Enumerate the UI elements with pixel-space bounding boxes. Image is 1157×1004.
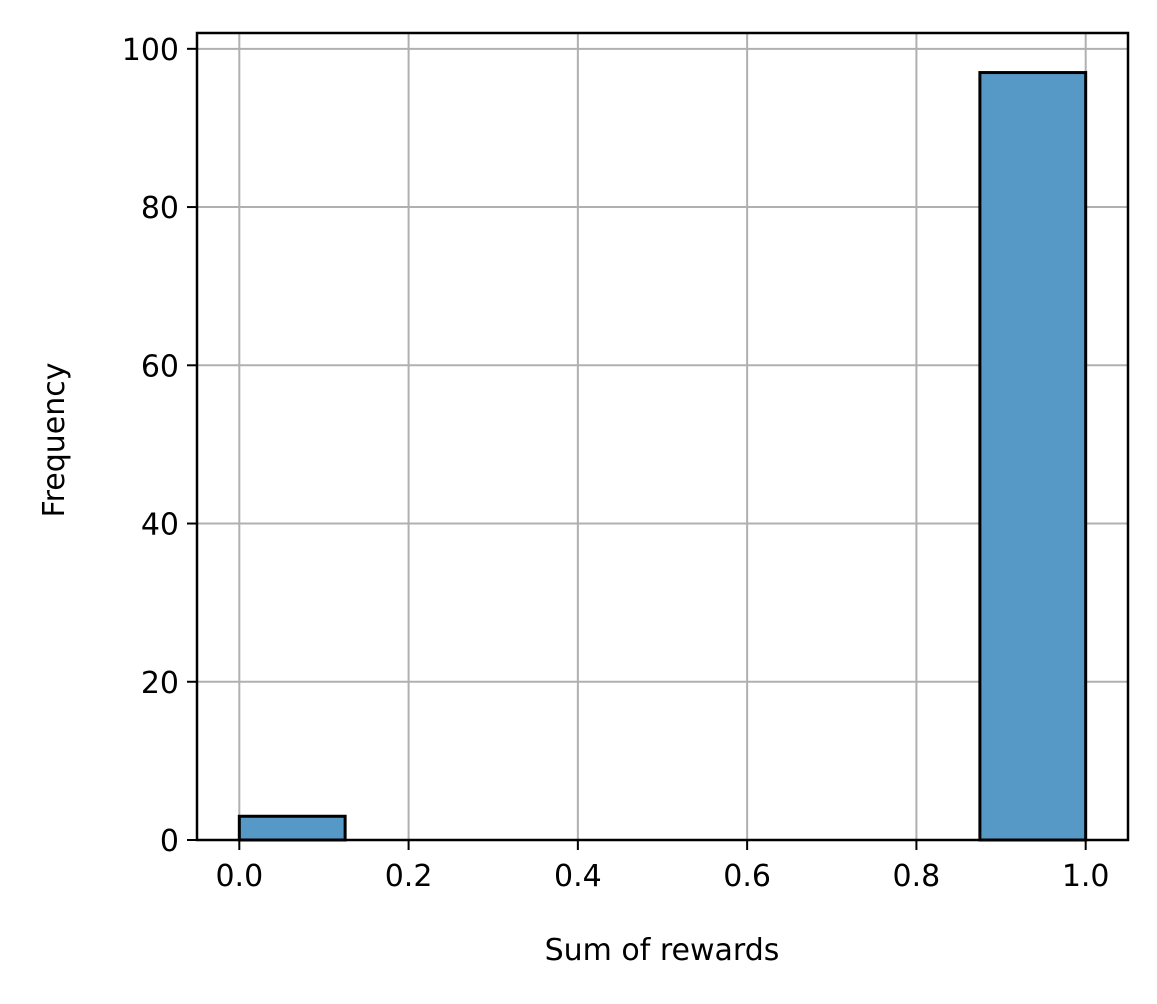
histogram-bar [978, 71, 1088, 842]
x-tick-label: 0.6 [723, 859, 771, 894]
y-tick-label: 0 [160, 824, 179, 859]
y-axis-ticks: 0 20 40 60 80 100 [122, 33, 197, 859]
y-axis-label: Frequency [37, 363, 72, 518]
x-tick-label: 0.2 [385, 859, 433, 894]
y-tick-label: 40 [141, 508, 179, 543]
x-tick-label: 0.8 [893, 859, 941, 894]
histogram-bars [237, 71, 1088, 842]
x-axis-label: Sum of rewards [545, 933, 780, 968]
y-tick-label: 100 [122, 33, 179, 68]
y-tick-label: 20 [141, 666, 179, 701]
x-axis-ticks: 0.0 0.2 0.4 0.6 0.8 1.0 [215, 840, 1110, 894]
y-tick-label: 60 [141, 349, 179, 384]
x-tick-label: 0.4 [554, 859, 602, 894]
histogram-bar [237, 814, 347, 842]
axes-frame [195, 31, 1130, 842]
axes [195, 31, 1130, 842]
x-tick-label: 1.0 [1062, 859, 1110, 894]
y-tick-label: 80 [141, 191, 179, 226]
x-tick-label: 0.0 [215, 859, 263, 894]
